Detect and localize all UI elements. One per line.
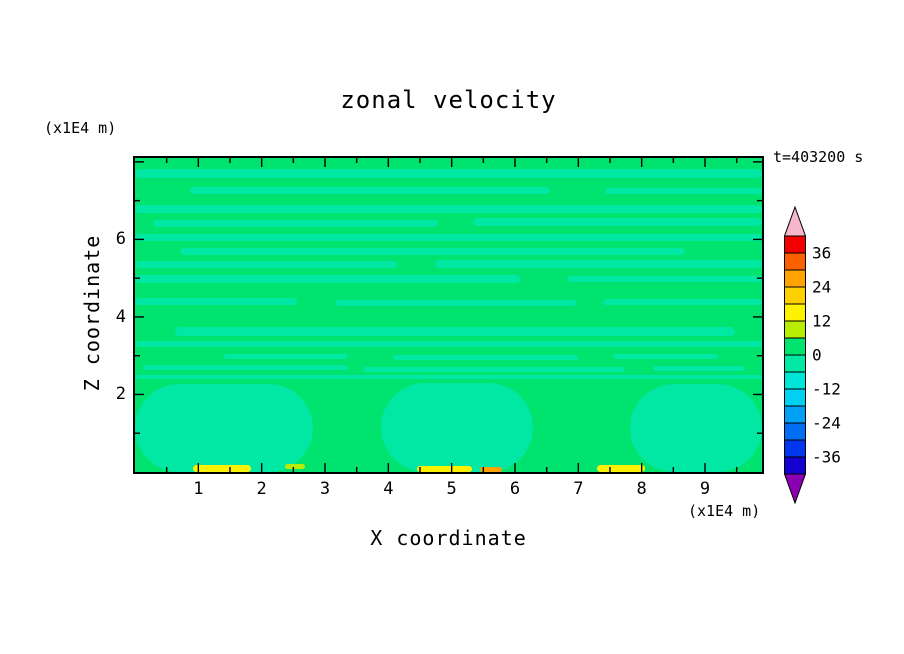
colorbar-label: 24 xyxy=(812,277,832,297)
x-tick-label: 2 xyxy=(256,479,267,499)
y-tick-label: 2 xyxy=(115,384,126,405)
contour-band xyxy=(153,220,438,227)
contour-band xyxy=(135,261,397,268)
colorbar-segment xyxy=(784,422,806,441)
contour-band xyxy=(135,275,520,283)
colorbar-label: 36 xyxy=(812,243,832,263)
colorbar-segment xyxy=(784,439,806,458)
colorbar-over-arrow xyxy=(784,206,806,237)
y-tick-label: 6 xyxy=(115,229,126,250)
x-axis-title: X coordinate xyxy=(370,526,527,550)
x-tick-label: 8 xyxy=(636,479,647,499)
contour-patch xyxy=(417,466,472,472)
colorbar-segment xyxy=(784,388,806,407)
contour-band xyxy=(603,299,762,305)
colorbar-segment xyxy=(784,269,806,288)
x-tick-label: 3 xyxy=(319,479,331,499)
contour-band xyxy=(190,187,550,194)
contour-band xyxy=(135,384,313,472)
y-axis-units-label: (x1E4 m) xyxy=(44,119,117,137)
colorbar-segment xyxy=(784,337,806,356)
contour-band xyxy=(393,355,578,360)
contour-band xyxy=(143,365,348,370)
contour-band xyxy=(630,384,762,472)
contour-band xyxy=(175,327,735,336)
colorbar-segment xyxy=(784,286,806,305)
contour-band xyxy=(223,354,348,359)
contour-band xyxy=(567,276,762,282)
y-axis-title: Z coordinate xyxy=(80,234,104,392)
x-tick-label: 5 xyxy=(446,479,457,499)
y-tick-label: 4 xyxy=(115,306,126,327)
x-tick-label: 4 xyxy=(383,479,394,499)
plot-area xyxy=(133,156,764,474)
contour-patch xyxy=(597,465,645,472)
colorbar-under-arrow xyxy=(784,473,806,504)
contour-field xyxy=(135,158,762,472)
x-tick-label: 7 xyxy=(573,479,584,499)
contour-band xyxy=(135,341,762,347)
time-annotation: t=403200 s xyxy=(773,148,864,166)
x-tick-label: 9 xyxy=(699,479,711,499)
contour-band xyxy=(381,383,533,472)
x-axis-units-label: (x1E4 m) xyxy=(688,502,761,520)
contour-band xyxy=(435,260,762,268)
colorbar-label: -12 xyxy=(812,379,841,399)
contour-patch xyxy=(193,465,251,472)
contour-band xyxy=(180,248,685,255)
colorbar-segment xyxy=(784,456,806,475)
contour-band xyxy=(605,188,762,194)
contour-band xyxy=(653,366,745,371)
contour-band xyxy=(613,354,718,359)
contour-band xyxy=(363,367,625,372)
colorbar-segment xyxy=(784,303,806,322)
chart-title: zonal velocity xyxy=(340,86,557,114)
colorbar-label: -36 xyxy=(812,447,841,467)
colorbar-segment xyxy=(784,252,806,271)
contour-band xyxy=(135,234,762,241)
contour-band xyxy=(135,375,762,379)
colorbar-segment xyxy=(784,320,806,339)
contour-band xyxy=(135,205,762,213)
contour-band xyxy=(473,218,762,226)
colorbar-segment xyxy=(784,354,806,373)
contour-band xyxy=(135,169,762,178)
colorbar-label: 12 xyxy=(812,311,832,331)
x-tick-label: 1 xyxy=(193,479,204,499)
colorbar-label: -24 xyxy=(812,413,841,433)
contour-band xyxy=(335,300,577,306)
colorbar-segment xyxy=(784,235,806,254)
contour-patch xyxy=(480,467,502,472)
colorbar xyxy=(784,206,806,504)
colorbar-segment xyxy=(784,371,806,390)
contour-patch xyxy=(285,464,305,469)
x-tick-label: 6 xyxy=(509,479,521,499)
contour-band xyxy=(135,298,297,305)
colorbar-label: 0 xyxy=(812,345,822,365)
colorbar-segment xyxy=(784,405,806,424)
